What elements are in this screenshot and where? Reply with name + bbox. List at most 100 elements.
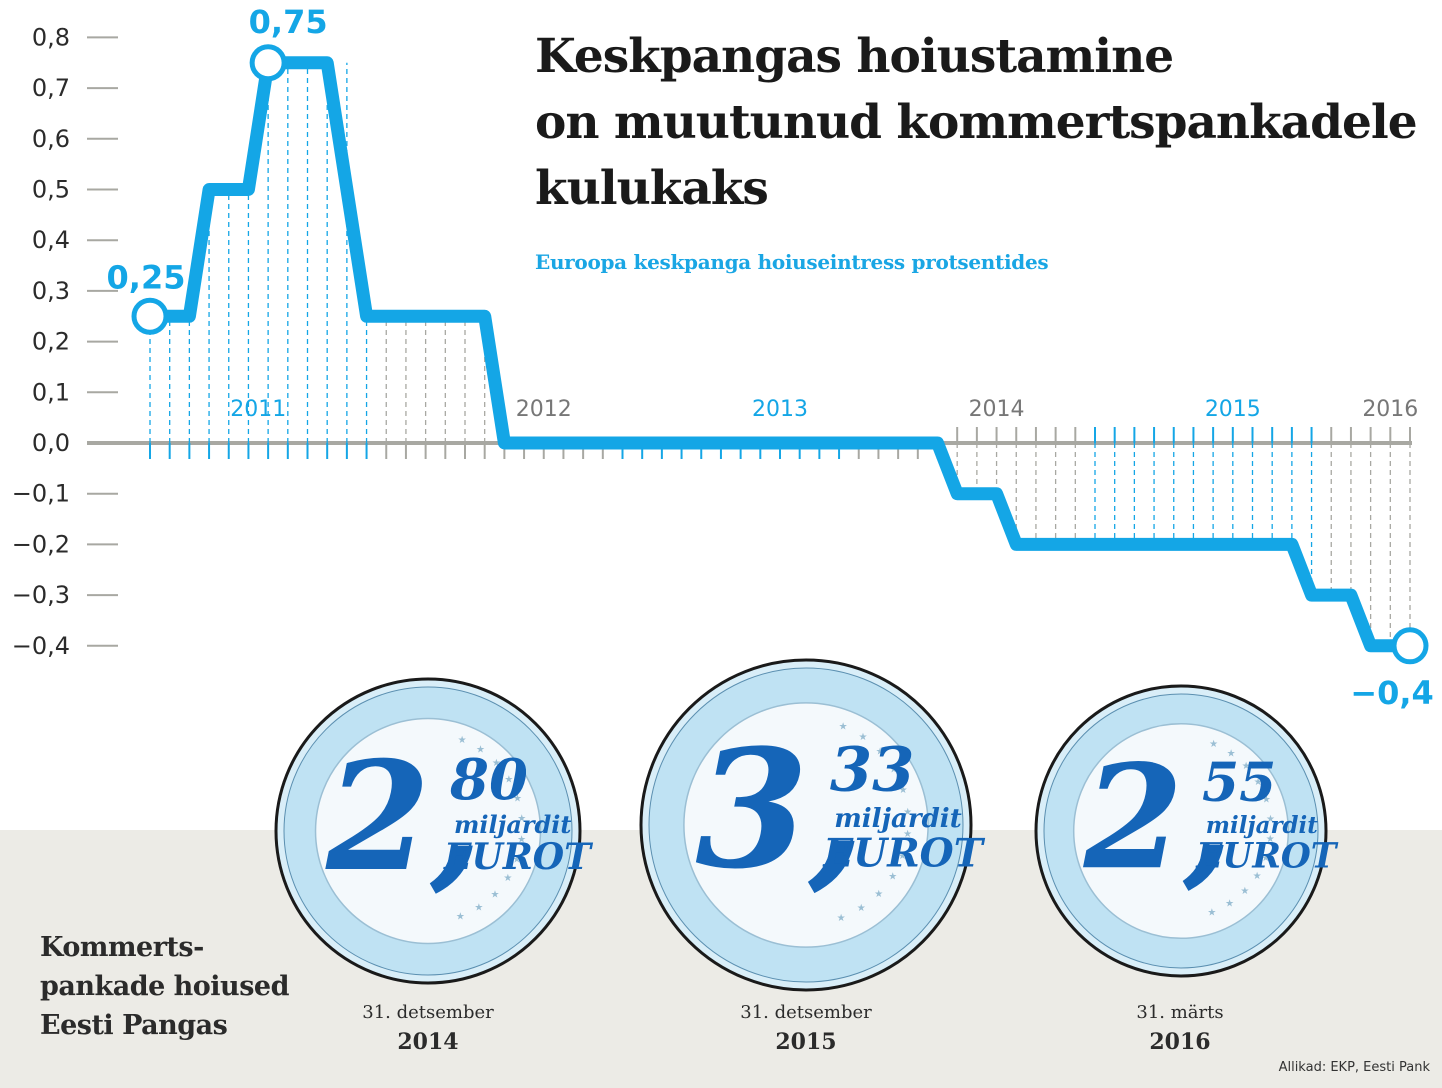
coin-star-icon: ★ [513,793,522,804]
coin-star-icon: ★ [504,775,513,786]
coin-star-icon: ★ [899,785,908,796]
coin-star-icon: ★ [492,758,501,769]
coin-star-icon: ★ [474,902,483,913]
annotation-marker [249,44,287,82]
coin-star-icon: ★ [1242,761,1251,772]
y-tick-label: −0,1 [12,480,70,508]
year-label: 2016 [1362,397,1418,422]
coin-star-icon: ★ [517,814,526,825]
coin-unit: miljardit [454,810,572,839]
annotation-label: 0,25 [107,258,186,296]
coin-star-icon: ★ [1266,814,1275,825]
year-label: 2011 [230,397,286,422]
page-title: Keskpangas hoiustamine on muutunud komme… [535,24,1425,222]
y-tick-label: −0,2 [12,530,70,558]
annotation-marker [1391,627,1429,665]
title-line-1: Keskpangas hoiustamine [535,29,1174,84]
annotation-label: 0,75 [249,3,328,41]
coin-star-icon: ★ [1253,871,1262,882]
coin-date-text: 31. detsember [362,1002,494,1023]
coin-star-icon: ★ [839,722,848,733]
deposits-label: Kommerts- pankade hoiused Eesti Pangas [40,928,289,1045]
coin-star-icon: ★ [512,854,521,865]
coin-star-icon: ★ [1254,777,1263,788]
coin-star-icon: ★ [903,807,912,818]
coin-star-icon: ★ [858,732,867,743]
coin-star-icon: ★ [1207,907,1216,918]
coin-center [314,717,542,945]
y-tick-label: 0,5 [32,176,70,204]
coin-currency: EUROT [1195,836,1339,876]
deposits-label-line-2: pankade hoiused [40,971,289,1002]
coin-star-icon: ★ [874,889,883,900]
coin-star-icon: ★ [1209,739,1218,750]
y-tick-label: 0,8 [32,23,70,51]
source-note: Allikad: EKP, Eesti Pank [1278,1060,1430,1075]
coin-star-icon: ★ [458,735,467,746]
deposits-label-line-1: Kommerts- [40,932,204,963]
y-tick-label: 0,7 [32,74,70,102]
coin-currency: EUROT [822,830,985,876]
coin-star-icon: ★ [456,912,465,923]
coin-date-year: 2014 [397,1029,459,1055]
coin-star-icon: ★ [476,745,485,756]
coin-star-icon: ★ [517,834,526,845]
coin-date-text: 31. detsember [740,1002,872,1023]
y-tick-label: −0,4 [12,632,70,660]
coin-unit: miljardit [834,804,962,834]
coin-star-icon: ★ [1225,899,1234,910]
title-line-3: kulukaks [535,161,769,216]
coin-star-icon: ★ [1227,748,1236,759]
coin-date-year: 2015 [775,1029,837,1055]
coin-unit: miljardit [1206,813,1318,839]
coin-star-icon: ★ [491,889,500,900]
chart-subtitle: Euroopa keskpanga hoiuseintress protsent… [535,250,1049,274]
coin-amount-integer: 3, [695,714,865,905]
year-label: 2012 [516,397,572,422]
coin-star-icon: ★ [898,851,907,862]
coin-amount-decimal: 33 [830,734,915,805]
year-label: 2014 [969,397,1025,422]
coin-date-2016: 31. märts 2016 [1060,1000,1300,1058]
coin-star-icon: ★ [1266,834,1275,845]
coin-star-icon: ★ [903,829,912,840]
coin-star-icon: ★ [889,764,898,775]
coin-amount-integer: 2, [1083,733,1233,901]
y-tick-label: −0,3 [12,581,70,609]
coin-date-2015: 31. detsember 2015 [686,1000,926,1058]
y-tick-label: 0,3 [32,277,70,305]
coin-star-icon: ★ [876,747,885,758]
coin-star-icon: ★ [1261,853,1270,864]
coin-amount-integer: 2, [325,729,483,905]
y-tick-label: 0,0 [32,429,70,457]
coin-amount-decimal: 55 [1202,750,1276,813]
coin-date-text: 31. märts [1136,1002,1224,1023]
coin-date-year: 2016 [1149,1029,1211,1055]
coin-center [683,702,929,948]
annotation-label: −0,4 [1350,674,1434,712]
deposits-label-line-3: Eesti Pangas [40,1010,228,1041]
title-line-2: on muutunud kommertspankadele [535,95,1418,150]
year-label: 2013 [752,397,808,422]
y-tick-label: 0,1 [32,378,70,406]
rate-line [150,56,1410,653]
coin-amount-decimal: 80 [449,747,528,813]
year-label: 2015 [1205,397,1261,422]
annotation-marker [131,297,169,335]
y-tick-label: 0,2 [32,328,70,356]
coin-center [1072,722,1290,940]
y-tick-label: 0,4 [32,226,70,254]
coin-star-icon: ★ [503,873,512,884]
coin-star-icon: ★ [837,913,846,924]
coin-currency: EUROT [443,836,593,878]
coin-star-icon: ★ [1240,886,1249,897]
coin-star-icon: ★ [888,871,897,882]
coin-star-icon: ★ [1262,795,1271,806]
y-tick-label: 0,6 [32,125,70,153]
coin-date-2014: 31. detsember 2014 [308,1000,548,1058]
coin-star-icon: ★ [857,903,866,914]
